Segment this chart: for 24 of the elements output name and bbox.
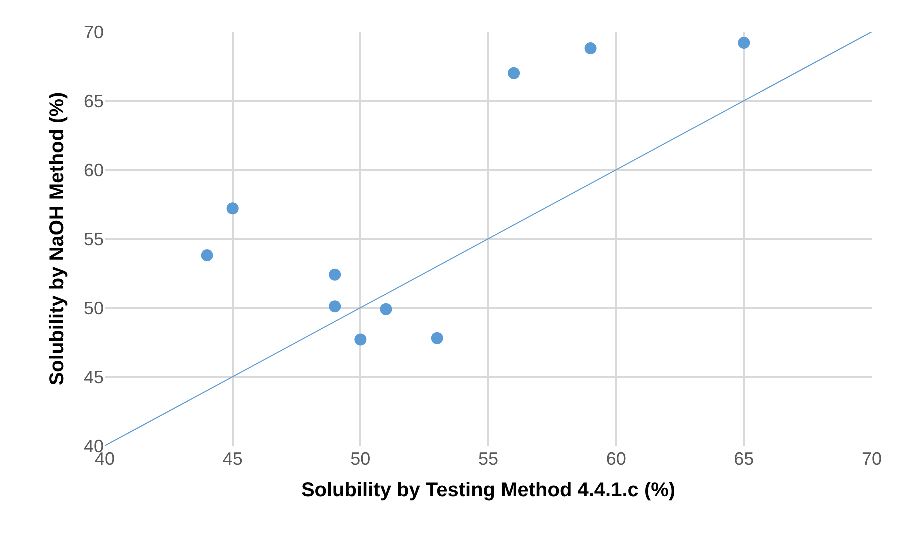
y-tick-label: 70	[84, 22, 104, 42]
x-tick-label: 45	[222, 449, 243, 469]
x-tick-label: 70	[862, 449, 882, 469]
point	[329, 300, 342, 313]
x-tick-label: 50	[350, 449, 371, 469]
x-tick-label: 60	[606, 449, 626, 469]
point	[329, 268, 342, 281]
x-tick-label: 65	[734, 449, 754, 469]
point	[354, 334, 367, 346]
point	[201, 250, 214, 262]
point	[584, 42, 597, 55]
point	[226, 202, 239, 215]
point	[738, 37, 750, 50]
y-tick-label: 55	[84, 229, 104, 250]
y-tick-label: 45	[84, 367, 104, 388]
x-axis-title: Solubility by Testing Method 4.4.1.c (%)	[301, 480, 676, 502]
point	[508, 67, 520, 80]
x-tick-label: 55	[478, 449, 499, 469]
point	[380, 303, 392, 316]
y-tick-label: 65	[84, 91, 104, 112]
y-tick-label: 60	[84, 160, 104, 180]
y-axis-title: Solubility by NaOH Method (%)	[46, 92, 68, 386]
y-tick-label: 50	[84, 298, 104, 318]
point	[431, 332, 444, 344]
